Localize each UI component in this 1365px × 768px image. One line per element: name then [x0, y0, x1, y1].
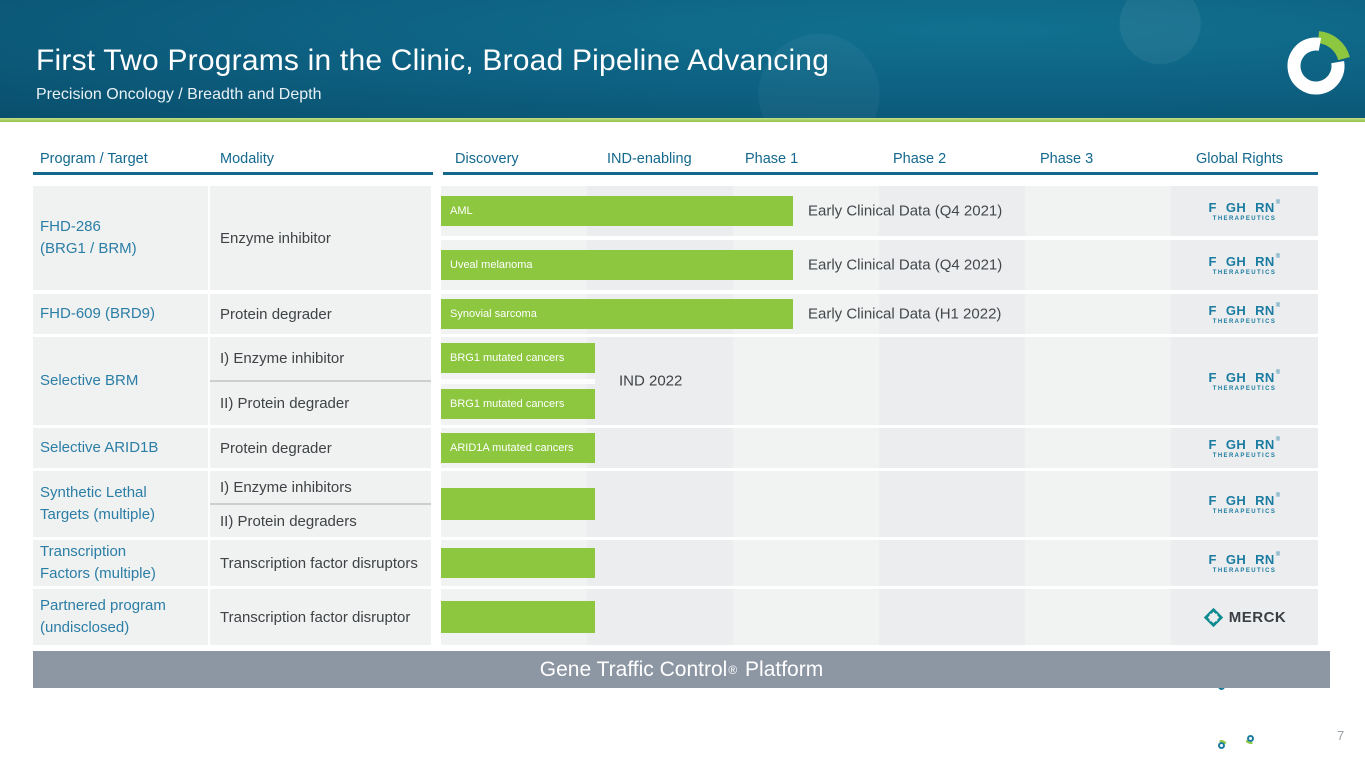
- header-accent-line: [0, 118, 1365, 122]
- modality-cell: Transcription factor disruptors: [210, 540, 431, 586]
- slide-title: First Two Programs in the Clinic, Broad …: [36, 44, 830, 77]
- program-cell: Transcription Factors (multiple): [33, 540, 208, 586]
- phase-chart: MERCK: [441, 589, 1318, 645]
- slide-subtitle: Precision Oncology / Breadth and Depth: [36, 86, 322, 103]
- col-header-rights: Global Rights: [1196, 151, 1284, 167]
- foghorn-ring-icon: [1247, 734, 1255, 742]
- pipeline-bar: [441, 548, 595, 578]
- modality-cell: Protein degrader: [210, 294, 431, 334]
- phase-chart: BRG1 mutated cancers BRG1 mutated cancer…: [441, 337, 1318, 675]
- phase-chart: AML Early Clinical Data (Q4 2021) F GH R…: [441, 186, 1318, 559]
- foghorn-ring-icon: [1217, 741, 1225, 749]
- phase-subrow-uveal: Uveal melanoma Early Clinical Data (Q4 2…: [441, 240, 1318, 559]
- merck-logo: MERCK: [1203, 607, 1287, 628]
- table-row-selective-arid1b: Selective ARID1B Protein degrader ARID1A…: [33, 428, 1318, 742]
- rights-cell: F GH RN ® THERAPEUTICS: [1171, 428, 1318, 742]
- program-cell: Selective BRM: [33, 337, 208, 425]
- table-row-selective-brm: Selective BRM I) Enzyme inhibitor II) Pr…: [33, 337, 1318, 675]
- header-band: [0, 0, 1365, 118]
- col-header-modality: Modality: [220, 151, 274, 167]
- program-cell: Selective ARID1B: [33, 428, 208, 468]
- phase-chart: ARID1A mutated cancers F GH RN ® THERAPE…: [441, 428, 1318, 742]
- header-underline-right: [443, 172, 1318, 175]
- foghorn-ring-logo-icon: [1279, 24, 1353, 109]
- foghorn-therapeutics-logo: F GH RN ® THERAPEUTICS: [1208, 200, 1280, 505]
- pipeline-bar: Synovial sarcoma: [441, 299, 793, 329]
- rights-cell: MERCK: [1171, 589, 1318, 645]
- phase-chart: F GH RN ® THERAPEUTICS: [441, 471, 1318, 690]
- foghorn-therapeutics-logo: F GH RN ® THERAPEUTICS: [1208, 493, 1280, 690]
- milestone-note: Early Clinical Data (Q4 2021): [808, 202, 1003, 220]
- table-row-fhd286: FHD-286 (BRG1 / BRM) Enzyme inhibitor AM…: [33, 186, 1318, 559]
- pipeline-bar: [441, 488, 595, 520]
- pipeline-bar: BRG1 mutated cancers: [441, 389, 595, 419]
- platform-banner: Gene Traffic Control ® Platform: [33, 651, 1330, 688]
- col-header-ind: IND-enabling: [607, 151, 692, 167]
- table-row-synthetic-lethal: Synthetic Lethal Targets (multiple) I) E…: [33, 471, 1318, 690]
- pipeline-bar: ARID1A mutated cancers: [441, 433, 595, 463]
- modality-cell: Protein degrader: [210, 428, 431, 468]
- col-header-program: Program / Target: [40, 151, 148, 167]
- rights-cell: F GH RN ® THERAPEUTICS: [1171, 471, 1318, 690]
- phase-chart: F GH RN ® THERAPEUTICS: [441, 540, 1318, 749]
- milestone-note: IND 2022: [619, 372, 683, 390]
- pipeline-bar: Uveal melanoma: [441, 250, 793, 280]
- table-row-fhd609: FHD-609 (BRD9) Protein degrader Synovial…: [33, 294, 1318, 608]
- col-header-phase1: Phase 1: [745, 151, 799, 167]
- modality-cell: Enzyme inhibitor: [210, 186, 431, 290]
- phase-chart: Synovial sarcoma Early Clinical Data (H1…: [441, 294, 1318, 608]
- milestone-note: Early Clinical Data (Q4 2021): [808, 256, 1003, 274]
- header-underline-left: [33, 172, 433, 175]
- modality-cell: I) Enzyme inhibitors II) Protein degrade…: [210, 471, 431, 537]
- col-header-phase3: Phase 3: [1040, 151, 1094, 167]
- program-cell: Partnered program (undisclosed): [33, 589, 208, 645]
- rights-cell: F GH RN ® THERAPEUTICS: [1171, 540, 1318, 749]
- page-number: 7: [1337, 728, 1345, 743]
- rights-cell: F GH RN ® THERAPEUTICS: [1171, 294, 1318, 608]
- pipeline-bar: BRG1 mutated cancers: [441, 343, 595, 373]
- modality-cell: I) Enzyme inhibitor II) Protein degrader: [210, 337, 431, 425]
- table-row-partnered-program: Partnered program (undisclosed) Transcri…: [33, 589, 1318, 645]
- phase-subrow-aml: AML Early Clinical Data (Q4 2021) F GH R…: [441, 186, 1318, 505]
- foghorn-therapeutics-logo: F GH RN ® THERAPEUTICS: [1208, 254, 1280, 559]
- pipeline-bar: AML: [441, 196, 793, 226]
- foghorn-therapeutics-logo: F GH RN ® THERAPEUTICS: [1208, 303, 1280, 608]
- col-header-phase2: Phase 2: [893, 151, 947, 167]
- program-cell: FHD-286 (BRG1 / BRM): [33, 186, 208, 290]
- rights-cell: F GH RN ® THERAPEUTICS: [1171, 240, 1318, 559]
- milestone-note: Early Clinical Data (H1 2022): [808, 305, 1002, 323]
- program-cell: FHD-609 (BRD9): [33, 294, 208, 334]
- modality-cell: Transcription factor disruptor: [210, 589, 431, 645]
- foghorn-therapeutics-logo: F GH RN ® THERAPEUTICS: [1208, 437, 1280, 742]
- program-cell: Synthetic Lethal Targets (multiple): [33, 471, 208, 537]
- rights-cell: F GH RN ® THERAPEUTICS: [1171, 186, 1318, 505]
- pipeline-bar: [441, 601, 595, 633]
- col-header-discovery: Discovery: [455, 151, 519, 167]
- foghorn-therapeutics-logo: F GH RN ® THERAPEUTICS: [1208, 552, 1280, 749]
- foghorn-therapeutics-logo: F GH RN ® THERAPEUTICS: [1208, 370, 1280, 675]
- rights-cell: F GH RN ® THERAPEUTICS: [1171, 337, 1318, 675]
- subrow-divider: [441, 379, 595, 384]
- merck-diamond-icon: [1203, 607, 1223, 627]
- table-row-transcription-factors: Transcription Factors (multiple) Transcr…: [33, 540, 1318, 749]
